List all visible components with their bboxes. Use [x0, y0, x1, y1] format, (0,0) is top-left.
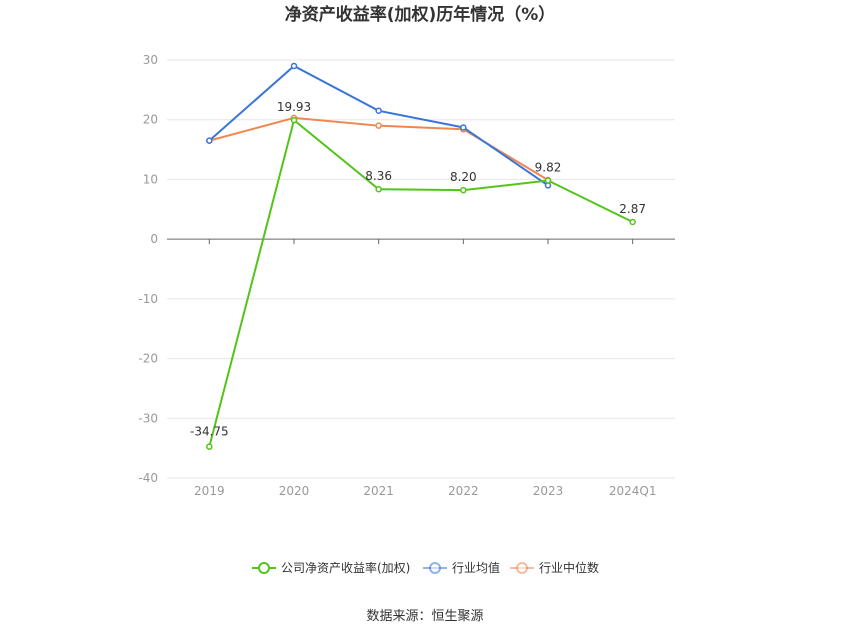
legend-marker	[429, 562, 441, 574]
y-tick-label: 20	[143, 113, 158, 127]
chart-title: 净资产收益率(加权)历年情况（%）	[285, 4, 556, 25]
y-tick-label: 10	[143, 172, 158, 186]
x-axis: 2019 2020 2021 2022 2023 2024Q1	[167, 238, 675, 498]
data-point[interactable]	[206, 137, 213, 144]
data-point[interactable]	[375, 185, 382, 193]
legend-item[interactable]: 行业均值	[423, 560, 500, 575]
y-tick-label: -30	[138, 411, 158, 425]
legend-item[interactable]: 公司净资产收益率(加权)	[252, 560, 410, 575]
x-tick-label: 2021	[363, 484, 394, 498]
legend-label: 公司净资产收益率(加权)	[281, 560, 410, 575]
data-label: -34.75	[190, 425, 229, 439]
data-point[interactable]	[290, 62, 298, 70]
data-label: 8.36	[365, 169, 392, 183]
legend-item[interactable]: 行业中位数	[510, 560, 599, 575]
x-tick-label: 2024Q1	[609, 484, 657, 498]
data-labels: -34.75 19.93 8.36 8.20 9.82 2.87	[190, 100, 646, 439]
series-group	[206, 62, 636, 450]
data-point[interactable]	[375, 122, 382, 129]
y-tick-label: 0	[150, 232, 158, 246]
x-tick-label: 2019	[194, 484, 225, 498]
y-axis: 30 20 10 0 -10 -20 -30 -40	[138, 53, 158, 485]
y-tick-label: -40	[138, 471, 158, 485]
x-tick-label: 2023	[533, 484, 564, 498]
data-point[interactable]	[544, 177, 552, 184]
data-point[interactable]	[375, 107, 382, 115]
y-tick-label: -20	[138, 352, 158, 366]
series-line	[208, 118, 634, 447]
y-tick-label: -10	[138, 292, 158, 306]
legend[interactable]: 公司净资产收益率(加权) 行业均值 行业中位数	[252, 560, 599, 575]
data-point[interactable]	[460, 186, 467, 194]
grid	[167, 59, 675, 479]
legend-label: 行业中位数	[539, 560, 599, 575]
legend-marker	[516, 562, 528, 574]
legend-marker	[258, 562, 270, 574]
y-tick-label: 30	[143, 53, 158, 67]
data-label: 19.93	[277, 100, 311, 114]
legend-label: 行业均值	[452, 560, 500, 575]
data-label: 8.20	[450, 170, 477, 184]
x-tick-label: 2020	[279, 484, 310, 498]
data-point[interactable]	[629, 218, 636, 226]
data-point[interactable]	[460, 124, 467, 131]
data-point[interactable]	[290, 116, 298, 124]
source-note: 数据来源：恒生聚源	[366, 609, 483, 624]
data-label: 2.87	[619, 202, 646, 216]
data-point[interactable]	[206, 443, 213, 450]
x-tick-label: 2022	[448, 484, 479, 498]
data-label: 9.82	[535, 161, 562, 175]
